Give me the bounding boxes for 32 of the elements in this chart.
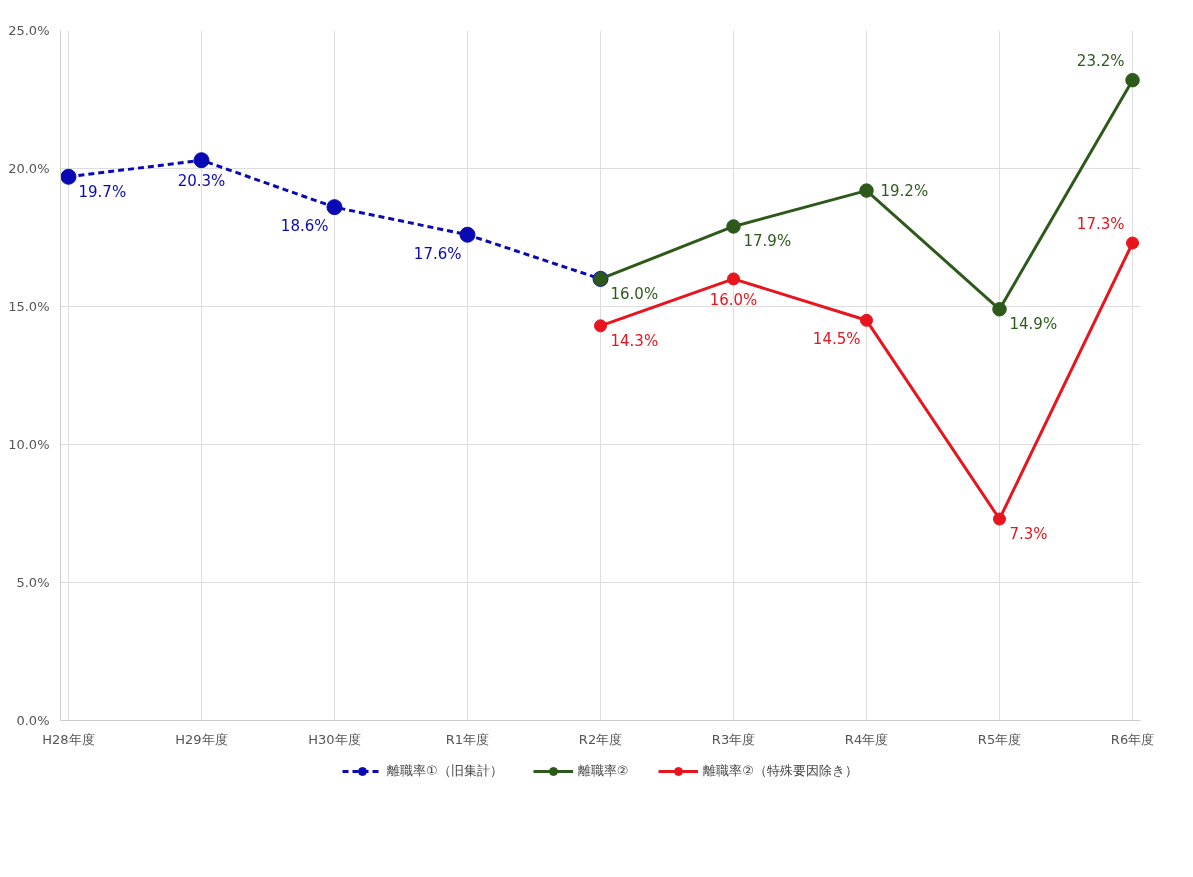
data-label: 16.0% [610,284,659,303]
data-label: 14.3% [610,331,659,350]
data-label: 17.3% [1076,215,1125,234]
y-tick-label: 15.0% [8,299,50,314]
data-label: 19.7% [78,182,127,201]
x-tick-label: R6年度 [1110,731,1155,747]
x-tick-label: R5年度 [977,731,1022,747]
x-tick-label: R2年度 [578,731,623,747]
data-label: 23.2% [1076,52,1125,71]
x-tick-label: R3年度 [711,731,756,747]
data-label: 19.2% [880,181,929,200]
data-label: 7.3% [1009,525,1048,544]
data-label: 20.3% [177,172,226,191]
y-tick-label: 0.0% [16,713,50,728]
x-tick-label: R1年度 [445,731,490,747]
legend-label: 離職率①（旧集計） [387,762,503,780]
x-tick-label: H30年度 [308,731,361,747]
data-label: 18.6% [280,217,329,236]
y-tick-label: 5.0% [16,575,50,590]
y-tick-label: 20.0% [8,161,50,176]
y-tick-label: 25.0% [8,23,50,38]
x-tick-label: R4年度 [844,731,889,747]
data-label: 17.6% [413,244,462,263]
x-tick-label: H29年度 [175,731,228,747]
data-label: 16.0% [709,290,758,309]
legend-label: 離職率② [577,762,629,780]
legend-label: 離職率②（特殊要因除き） [703,762,858,780]
data-label: 17.9% [743,232,792,251]
x-tick-label: H28年度 [42,731,95,747]
y-tick-label: 10.0% [8,437,50,452]
data-label: 14.9% [1009,315,1058,334]
data-label: 14.5% [812,330,861,349]
